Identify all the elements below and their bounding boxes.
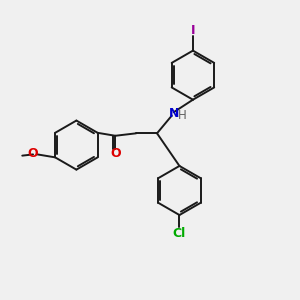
- Text: Cl: Cl: [173, 227, 186, 240]
- Text: I: I: [191, 25, 195, 38]
- Text: O: O: [28, 147, 38, 160]
- Text: N: N: [169, 107, 179, 120]
- Text: O: O: [110, 147, 121, 160]
- Text: H: H: [178, 109, 186, 122]
